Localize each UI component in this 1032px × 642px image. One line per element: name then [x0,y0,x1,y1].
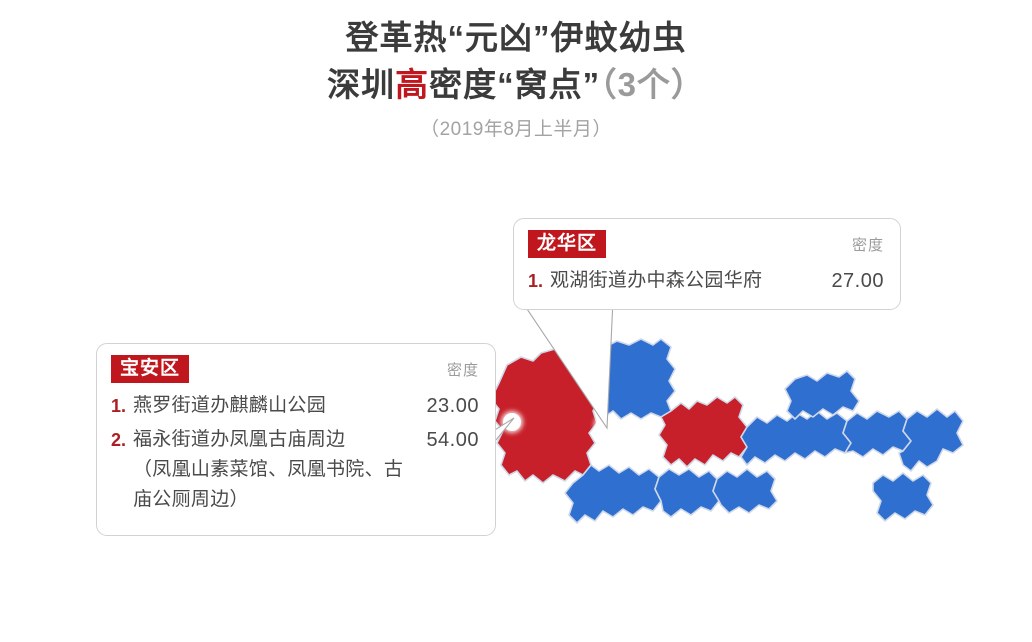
list-item-name: 福永街道办凤凰古庙周边 （凤凰山素菜馆、凤凰书院、古庙公厕周边） [133,425,407,515]
shenzhen-district-map [455,325,975,575]
page-title-prefix: 深圳 [327,66,396,103]
list-item-name: 燕罗街道办麒麟山公园 [133,395,327,416]
callout-tail-longhua [519,298,614,430]
list-item-number: 1. [111,396,127,416]
density-label-baoan: 密度 [446,362,479,379]
list-item-number: 1. [528,271,544,291]
map-district-futian [654,468,720,518]
title-block: 登革热“元凶”伊蚊幼虫 深圳高密度“窝点”（3个） （2019年8月上半月） [0,14,1032,143]
card-header-longhua: 龙华区 密度 [528,230,886,260]
page-title-accent: 高 [395,66,430,103]
page-title-line-2: 深圳高密度“窝点”（3个） [0,61,1032,108]
district-badge-longhua: 龙华区 [528,230,607,258]
callout-card-baoan[interactable]: 宝安区 密度 1. 燕罗街道办麒麟山公园 23.00 2. 福永街道办凤凰古庙周… [96,343,496,536]
map-district-pingshan [842,410,912,458]
page-subtitle: （2019年8月上半月） [420,119,612,140]
card-header-baoan: 宝安区 密度 [111,355,481,385]
list-item-name-detail: （凤凰山素菜馆、凤凰书院、古庙公厕周边） [133,459,404,510]
district-badge-baoan: 宝安区 [111,355,190,383]
list-item-name-main: 福永街道办凤凰古庙周边 [133,429,346,450]
page-title-line-1: 登革热“元凶”伊蚊幼虫 [345,19,687,56]
callout-card-longhua[interactable]: 龙华区 密度 1. 观湖街道办中森公园华府 27.00 [513,218,901,310]
list-item-density: 23.00 [426,395,479,417]
list-item: 2. 福永街道办凤凰古庙周边 （凤凰山素菜馆、凤凰书院、古庙公厕周边） 54.00 [111,425,479,515]
list-item-name: 观湖街道办中森公园华府 [550,270,763,291]
hotspot-list-longhua: 1. 观湖街道办中森公园华府 27.00 [528,266,884,296]
map-district-nanshan [564,464,662,524]
density-label-longhua: 密度 [851,237,884,254]
map-district-dapeng-south [872,472,934,522]
list-item-number: 2. [111,430,127,450]
list-item: 1. 燕罗街道办麒麟山公园 23.00 [111,391,479,421]
page-title-count: （3个） [600,66,705,103]
list-item-density: 27.00 [831,270,884,292]
list-item-density: 54.00 [426,429,479,451]
map-district-dapeng [898,408,964,472]
page-title-suffix: 密度“窝点” [429,66,601,103]
map-district-luohu [712,468,778,514]
map-district-longhua [658,396,748,468]
hotspot-list-baoan: 1. 燕罗街道办麒麟山公园 23.00 2. 福永街道办凤凰古庙周边 （凤凰山素菜… [111,391,479,515]
list-item: 1. 观湖街道办中森公园华府 27.00 [528,266,884,296]
map-district-longgang-north [784,370,860,420]
